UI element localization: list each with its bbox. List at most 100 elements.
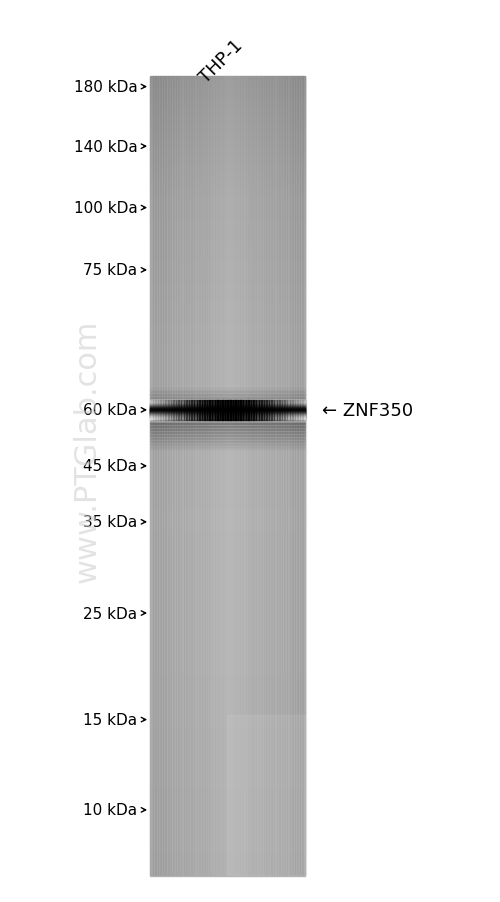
Bar — [150, 460, 305, 464]
Bar — [150, 407, 305, 410]
Bar — [150, 250, 305, 253]
Bar — [297, 77, 300, 875]
Bar — [150, 215, 305, 218]
Bar — [150, 444, 305, 447]
Bar — [222, 400, 226, 420]
Bar — [160, 400, 164, 420]
Bar — [150, 436, 305, 437]
Bar — [150, 85, 305, 88]
Bar — [150, 159, 305, 162]
Bar — [150, 255, 305, 259]
Bar — [150, 769, 305, 772]
Bar — [150, 750, 305, 753]
Bar — [192, 77, 194, 875]
Bar — [150, 207, 305, 211]
Bar — [150, 609, 305, 612]
Bar — [150, 713, 305, 716]
Bar — [150, 281, 305, 285]
Bar — [150, 524, 305, 528]
Bar — [150, 372, 305, 375]
Bar — [150, 531, 305, 535]
Bar — [150, 752, 305, 756]
Bar — [236, 400, 238, 420]
Bar — [292, 400, 295, 420]
Bar — [150, 234, 305, 237]
Bar — [258, 400, 262, 420]
Bar — [228, 400, 230, 420]
Bar — [150, 846, 305, 850]
Bar — [287, 400, 290, 420]
Bar — [150, 418, 305, 419]
Bar — [150, 403, 305, 404]
Text: 45 kDa: 45 kDa — [84, 459, 138, 474]
Bar — [150, 114, 305, 117]
Bar — [243, 77, 246, 875]
Bar — [150, 449, 305, 453]
Bar — [150, 303, 305, 307]
Bar — [150, 418, 305, 419]
Bar — [150, 577, 305, 581]
Bar — [300, 400, 303, 420]
Bar — [186, 400, 189, 420]
Bar — [150, 273, 305, 277]
Bar — [150, 827, 305, 831]
Bar — [150, 590, 305, 594]
Bar — [150, 747, 305, 750]
Bar — [150, 521, 305, 525]
Text: 60 kDa: 60 kDa — [83, 403, 138, 418]
Bar — [274, 77, 277, 875]
Bar — [150, 124, 305, 128]
Bar — [282, 400, 285, 420]
Bar — [150, 561, 305, 565]
Bar — [150, 649, 305, 652]
Bar — [150, 311, 305, 315]
Bar — [150, 433, 305, 437]
Bar — [150, 149, 305, 152]
Bar — [150, 771, 305, 775]
Bar — [150, 463, 305, 466]
Bar — [150, 872, 305, 876]
Bar — [150, 180, 305, 184]
Bar — [292, 77, 295, 875]
Bar — [186, 77, 189, 875]
Bar — [212, 400, 215, 420]
Bar — [150, 292, 305, 296]
Bar — [150, 443, 305, 444]
Bar — [150, 408, 305, 409]
Bar — [150, 558, 305, 562]
Bar — [150, 867, 305, 870]
Bar — [150, 741, 305, 745]
Bar — [160, 77, 164, 875]
Bar — [150, 321, 305, 325]
Bar — [150, 385, 305, 389]
Bar — [150, 418, 305, 421]
Bar — [178, 400, 182, 420]
Bar — [150, 593, 305, 596]
Bar — [150, 374, 305, 378]
Bar — [150, 161, 305, 165]
Bar — [150, 425, 305, 428]
Bar — [150, 290, 305, 293]
Bar — [150, 175, 305, 179]
Bar — [150, 595, 305, 599]
Bar — [150, 438, 305, 442]
Bar — [279, 400, 282, 420]
Bar — [302, 400, 306, 420]
Text: 180 kDa: 180 kDa — [74, 80, 138, 95]
Bar — [150, 410, 305, 412]
Bar — [274, 400, 277, 420]
Bar — [150, 737, 305, 741]
Bar — [150, 516, 305, 520]
Bar — [266, 77, 270, 875]
Bar — [150, 651, 305, 655]
Text: www.PTGlab.com: www.PTGlab.com — [73, 319, 102, 583]
Bar — [150, 400, 305, 402]
Bar — [150, 694, 305, 697]
Bar — [150, 841, 305, 844]
Bar — [150, 686, 305, 689]
Bar — [150, 265, 305, 269]
Bar — [212, 77, 215, 875]
Bar — [150, 217, 305, 221]
Bar — [150, 79, 305, 83]
Bar — [150, 606, 305, 610]
